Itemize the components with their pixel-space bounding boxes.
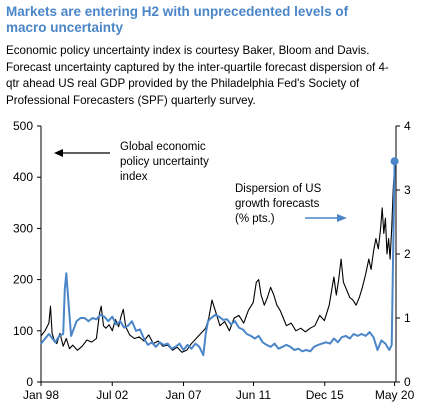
left-tick-label: 400 — [13, 170, 33, 184]
x-tick-label: Jul 02 — [96, 388, 128, 402]
x-tick-label: Jan 07 — [165, 388, 201, 402]
subtitle-line-4: Professional Forecasters (SPF) quarterly… — [6, 93, 256, 107]
x-tick-label: May 20 — [375, 388, 415, 402]
x-tick-label: Dec 15 — [306, 388, 344, 402]
subtitle-line-1: Economic policy uncertainty index is cou… — [6, 44, 370, 57]
right-tick-label: 0 — [404, 375, 411, 389]
right-tick-label: 2 — [404, 247, 411, 261]
epu-index-line — [40, 166, 396, 353]
left-tick-label: 500 — [13, 119, 33, 133]
subtitle-line-2: Forecast uncertainty captured by the int… — [6, 60, 389, 74]
annotations: Global economic policy uncertainty index… — [54, 141, 347, 225]
left-tick-label: 300 — [13, 221, 33, 235]
x-tick-label: Jun 11 — [236, 388, 271, 402]
dispersion-annotation-line-3: (% pts.) — [235, 213, 275, 225]
epu-arrow-head — [54, 149, 63, 157]
epu-annotation-line-1: Global economic — [120, 141, 206, 153]
chart-subtitle: Economic policy uncertainty index is cou… — [6, 43, 430, 109]
axes: 0 100 200 300 400 500 0 1 2 3 4 Jan 98 Jul 02 Jan 07 J… — [13, 119, 415, 402]
left-tick-label: 200 — [13, 273, 33, 287]
dispersion-arrow-head — [337, 214, 347, 222]
dispersion-annotation-line-1: Dispersion of US — [235, 183, 322, 195]
x-tick-label: Jan 98 — [23, 388, 59, 402]
left-tick-label: 100 — [13, 324, 33, 338]
subtitle-line-3: qtr ahead US real GDP provided by the Ph… — [6, 77, 360, 90]
right-tick-label: 4 — [404, 119, 411, 133]
chart-title-line-2: macro uncertainty — [6, 20, 124, 35]
latest-dispersion-point — [390, 157, 399, 166]
epu-annotation-line-3: index — [120, 171, 148, 183]
chart-title: Markets are entering H2 with unprecedent… — [6, 4, 426, 36]
right-tick-label: 3 — [404, 183, 411, 197]
forecast-dispersion-line — [40, 161, 396, 357]
dispersion-annotation-line-2: growth forecasts — [235, 198, 320, 210]
chart-title-line-1: Markets are entering H2 with unprecedent… — [6, 4, 349, 19]
epu-annotation-line-2: policy uncertainty — [120, 156, 209, 168]
series-lines — [40, 157, 399, 357]
left-tick-label: 0 — [26, 375, 33, 389]
right-tick-label: 1 — [404, 311, 411, 325]
